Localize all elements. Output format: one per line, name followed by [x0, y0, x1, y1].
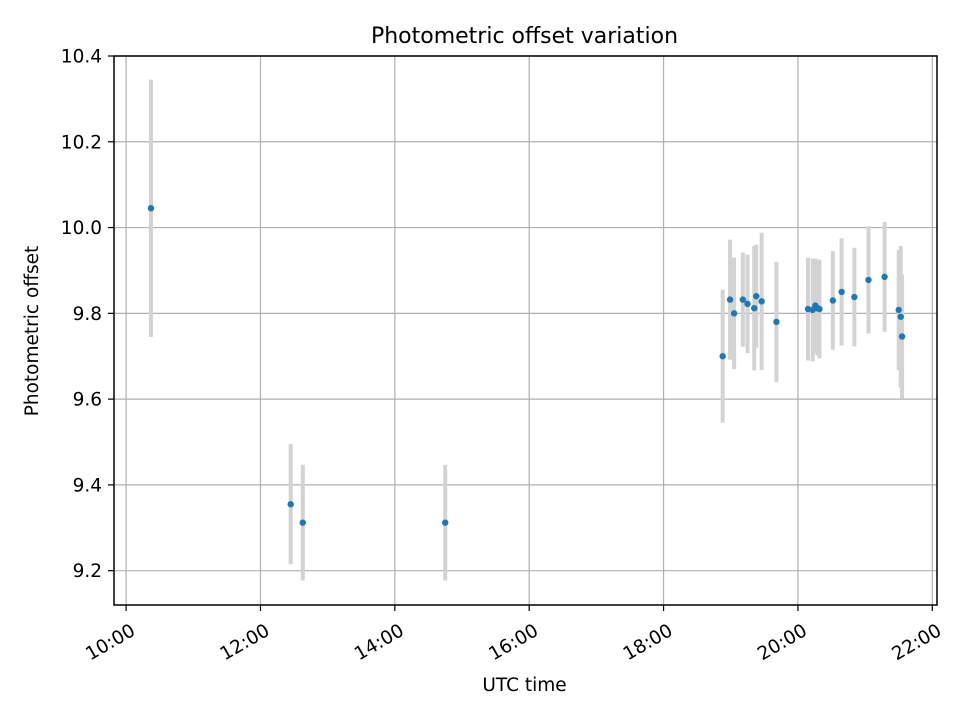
y-tick-label: 10.0	[61, 218, 102, 239]
y-axis-label: Photometric offset	[22, 246, 43, 417]
y-tick-label: 9.8	[73, 304, 102, 325]
x-axis-label: UTC time	[482, 675, 566, 696]
plot-frame	[113, 55, 938, 606]
data-point	[895, 306, 902, 314]
data-point	[147, 205, 155, 212]
data-point	[751, 304, 758, 312]
data-point	[865, 276, 872, 284]
data-point	[773, 318, 780, 326]
data-point	[726, 296, 734, 303]
data-point	[851, 293, 858, 301]
data-points	[147, 205, 906, 526]
data-point	[287, 501, 294, 508]
data-point	[739, 296, 747, 303]
y-tick-label: 10.4	[61, 47, 102, 68]
data-point	[719, 353, 726, 360]
data-point	[442, 519, 449, 526]
data-point	[881, 273, 888, 281]
y-tick-label: 9.6	[73, 390, 102, 411]
data-point	[744, 300, 751, 308]
y-tick-label: 10.2	[61, 132, 102, 153]
y-tick-label: 9.4	[73, 475, 102, 496]
data-point	[897, 313, 904, 320]
data-point	[816, 305, 823, 313]
data-point	[730, 310, 738, 317]
data-point	[838, 288, 845, 296]
y-tick-label: 9.2	[73, 561, 102, 582]
data-point	[753, 292, 760, 300]
data-point	[829, 297, 837, 304]
data-point	[898, 333, 906, 340]
chart-title: Photometric offset variation	[371, 24, 678, 49]
data-point	[758, 298, 765, 305]
data-point	[299, 519, 306, 526]
